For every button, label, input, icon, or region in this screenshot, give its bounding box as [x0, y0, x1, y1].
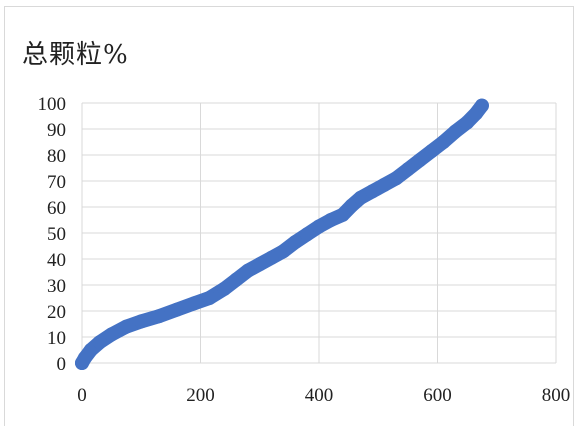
- y-tick-label: 0: [57, 354, 67, 375]
- x-tick-label: 600: [423, 385, 452, 406]
- tick-labels: 0 10 20 30 40 50 60 70 80 90 100 0 200 400 600 800: [38, 94, 571, 406]
- data-point: [202, 291, 217, 305]
- y-tick-label: 80: [47, 146, 66, 167]
- chart-title: 总颗粒%: [22, 40, 129, 70]
- data-point: [353, 190, 368, 205]
- data-point: [448, 124, 463, 139]
- data-point: [389, 171, 404, 186]
- x-tick-label: 200: [186, 385, 215, 406]
- data-point: [252, 257, 267, 272]
- data-point: [436, 135, 451, 149]
- data-point: [460, 115, 475, 130]
- data-point: [119, 319, 134, 334]
- data-point: [312, 219, 326, 234]
- x-tick-label: 0: [77, 385, 87, 406]
- data-point: [104, 327, 119, 342]
- data-point: [264, 250, 279, 265]
- data-point: [377, 177, 392, 192]
- data-point: [152, 309, 167, 324]
- data-point: [400, 162, 415, 177]
- y-tick-label: 50: [47, 224, 66, 245]
- data-point: [134, 314, 149, 329]
- data-point: [300, 227, 315, 242]
- y-tick-label: 20: [47, 302, 66, 323]
- data-point: [412, 153, 427, 168]
- data-point: [276, 244, 291, 259]
- data-point: [474, 98, 489, 113]
- data-point: [92, 335, 107, 350]
- data-point: [288, 235, 303, 250]
- data-point: [187, 296, 202, 311]
- series-layer: [75, 98, 489, 370]
- y-tick-label: 40: [47, 250, 66, 271]
- data-point: [169, 302, 184, 317]
- data-point: [217, 281, 232, 296]
- y-tick-label: 60: [47, 198, 66, 219]
- data-point: [323, 213, 338, 227]
- data-point: [365, 184, 380, 199]
- data-point: [229, 272, 244, 287]
- y-tick-label: 70: [47, 172, 66, 193]
- data-point: [335, 207, 350, 222]
- x-tick-label: 400: [305, 385, 334, 406]
- y-tick-label: 30: [47, 276, 66, 297]
- y-tick-label: 10: [47, 328, 66, 349]
- y-tick-label: 90: [47, 120, 66, 141]
- data-point: [424, 144, 439, 159]
- y-tick-label: 100: [38, 94, 67, 115]
- data-point: [240, 263, 255, 278]
- x-tick-label: 800: [542, 385, 571, 406]
- chart-frame: [4, 6, 574, 426]
